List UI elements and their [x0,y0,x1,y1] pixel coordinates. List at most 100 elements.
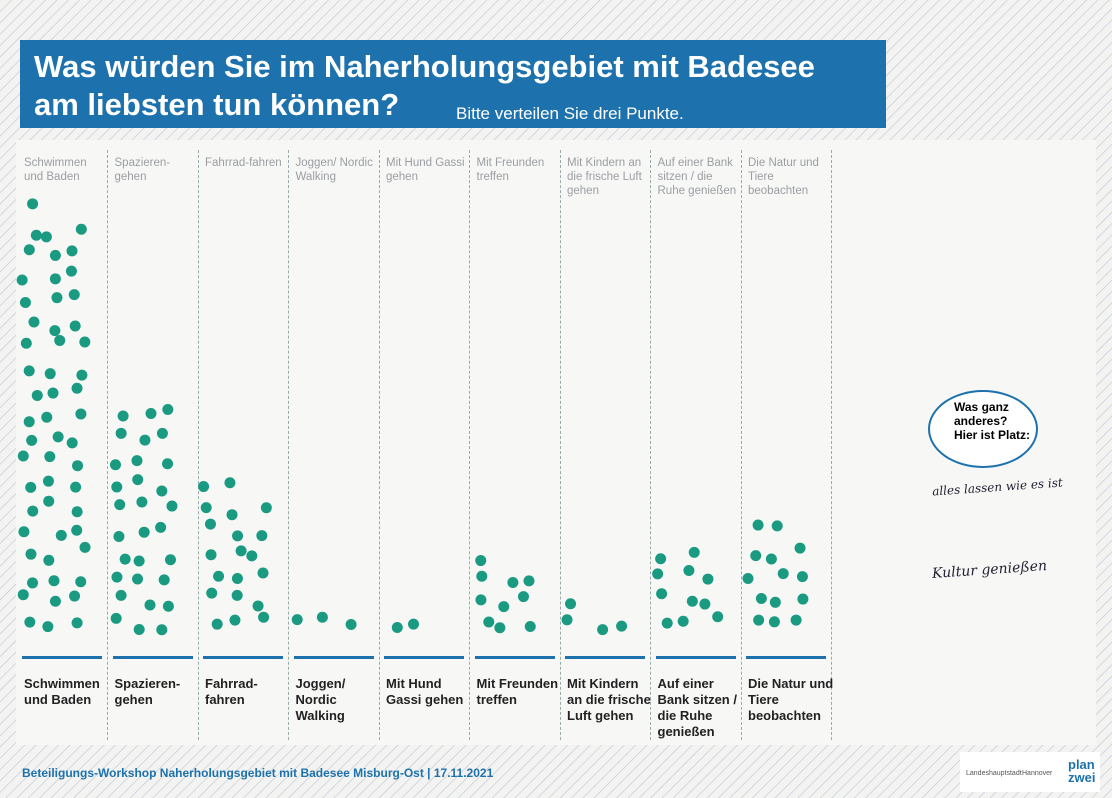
vote-dot [662,618,673,629]
vote-dot [702,574,713,585]
vote-dot [258,568,269,579]
vote-dot [772,520,783,531]
vote-dot [346,619,357,630]
vote-dot [18,451,29,462]
vote-dot [652,568,663,579]
vote-dot [155,522,166,533]
vote-dot [17,274,28,285]
vote-dot [42,621,53,632]
logo-text: Hannover [1022,770,1052,777]
vote-dot [392,622,403,633]
logo-text: Landeshauptstadt [966,770,1022,777]
vote-dot [67,245,78,256]
vote-dot [756,593,767,604]
vote-dot [525,621,536,632]
vote-dot [224,477,235,488]
vote-dot [317,612,328,623]
vote-dot [43,555,54,566]
vote-dot [253,600,264,611]
vote-dot [795,543,806,554]
vote-dot [67,437,78,448]
vote-dot [28,317,39,328]
vote-dot [69,591,80,602]
vote-dot [49,325,60,336]
vote-dot [797,571,808,582]
vote-dot [483,617,494,628]
vote-dot [24,617,35,628]
vote-dot [50,273,61,284]
dot-layer [0,0,1112,798]
vote-dot [206,549,217,560]
vote-dot [232,590,243,601]
vote-dot [712,611,723,622]
vote-dot [27,198,38,209]
vote-dot [111,613,122,624]
vote-dot [72,383,83,394]
vote-dot [236,545,247,556]
vote-dot [476,571,487,582]
vote-dot [166,501,177,512]
vote-dot [229,615,240,626]
vote-dot [18,589,29,600]
vote-dot [48,575,59,586]
logos: Landeshauptstadt Hannover plan zwei [960,752,1100,792]
vote-dot [163,601,174,612]
vote-dot [766,554,777,565]
vote-dot [198,481,209,492]
vote-dot [791,615,802,626]
vote-dot [689,547,700,558]
vote-dot [27,506,38,517]
vote-dot [41,412,52,423]
vote-dot [110,459,121,470]
vote-dot [597,624,608,635]
vote-dot [683,565,694,576]
vote-dot [114,499,125,510]
vote-dot [562,614,573,625]
vote-dot [79,336,90,347]
vote-dot [261,502,272,513]
vote-dot [50,596,61,607]
vote-dot [408,619,419,630]
vote-dot [655,553,666,564]
vote-dot [70,320,81,331]
vote-dot [507,577,518,588]
bubble-text: Was ganz anderes? Hier ist Platz: [954,400,1034,442]
vote-dot [41,231,52,242]
vote-dot [162,458,173,469]
vote-dot [56,530,67,541]
vote-dot [742,573,753,584]
vote-dot [475,555,486,566]
vote-dot [256,530,267,541]
vote-dot [43,496,54,507]
speech-bubble: Was ganz anderes? Hier ist Platz: [928,390,1038,468]
vote-dot [797,594,808,605]
logo-text: plan zwei [1068,758,1098,784]
vote-dot [232,530,243,541]
vote-dot [120,554,131,565]
vote-dot [25,482,36,493]
vote-dot [212,619,223,630]
vote-dot [565,598,576,609]
vote-dot [71,525,82,536]
vote-dot [523,575,534,586]
footer: Beteiligungs-Workshop Naherholungsgebiet… [22,766,493,780]
vote-dot [656,588,667,599]
poster: Was würden Sie im Naherholungsgebiet mit… [0,0,1112,798]
vote-dot [687,596,698,607]
vote-dot [498,601,509,612]
vote-dot [53,431,64,442]
vote-dot [246,550,257,561]
vote-dot [146,408,157,419]
vote-dot [25,549,36,560]
vote-dot [76,370,87,381]
vote-dot [32,390,43,401]
vote-dot [116,428,127,439]
vote-dot [494,622,505,633]
vote-dot [144,599,155,610]
vote-dot [72,460,83,471]
vote-dot [20,297,31,308]
vote-dot [111,481,122,492]
vote-dot [753,520,764,531]
vote-dot [70,482,81,493]
vote-dot [43,476,54,487]
